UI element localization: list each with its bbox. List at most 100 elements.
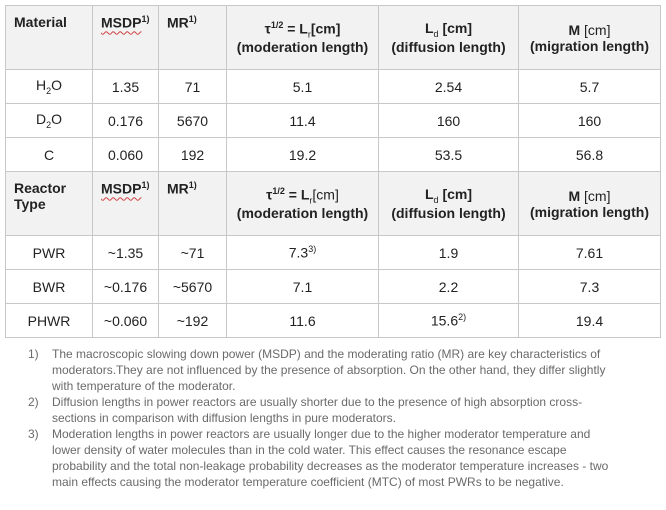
text-segment: 1) [188,180,197,190]
header-line: τ1/2 = Lr[cm] [231,186,374,205]
text-segment: (moderation length) [236,39,369,56]
text-segment: [cm] [438,186,473,203]
footnote-marker: 3) [28,427,39,441]
cell-text: 1.35 [111,78,140,95]
text-segment: 1/2 [272,185,285,196]
text-segment: O [51,111,63,128]
cell-text: C [43,146,55,163]
data-cell: 192 [158,137,227,172]
cell-text: ~0.176 [103,278,148,295]
text-segment: Reactor Type [14,180,67,212]
text-segment: (moderation length) [236,205,369,222]
text-segment: 15.6 [430,312,459,329]
text-segment: M [568,21,581,38]
data-cell: ~0.176 [92,269,159,304]
header-cell: Material [5,5,93,70]
cell-text: 0.060 [107,146,144,163]
header-row: Material MSDP1) MR1) τ1/2 = Lr[cm] (moderati… [5,5,661,70]
cell-text: 1.9 [438,244,459,261]
cell-text: 5.1 [292,78,313,95]
data-row: PWR ~1.35 ~71 7.33) 1.9 7.61 [5,235,661,270]
data-cell: PWR [5,235,93,270]
header-row: Reactor Type MSDP1) MR1) τ1/2 = Lr[cm] (mode… [5,171,661,236]
header-cell: τ1/2 = Lr[cm] (moderation length) [226,5,379,70]
data-cell: 160 [518,103,661,138]
cell-text: ~5670 [172,278,213,295]
text-segment: (diffusion length) [391,38,506,55]
cell-text: 160 [436,112,461,129]
cell-text: 11.6 [289,312,316,329]
header-line: MSDP1) [101,14,154,31]
data-cell: 71 [158,69,227,104]
cell-text: 7.1 [292,278,313,295]
cell-text: 0.176 [107,112,144,129]
data-cell: 5.7 [518,69,661,104]
text-segment: [cm] [312,186,339,203]
text-segment: [cm] [580,21,611,38]
footnote: 2) Diffusion lengths in power reactors ar… [28,394,618,426]
header-cell: MSDP1) [92,5,159,70]
data-row: D2O 0.176 5670 11.4 160 160 [5,103,661,138]
footnote-text: Moderation lengths in power reactors are… [52,427,609,489]
text-segment: 3) [308,244,317,255]
data-cell: 160 [378,103,519,138]
data-cell: 19.2 [226,137,379,172]
text-segment: r [307,29,311,40]
header-line: M [cm] [523,22,656,38]
header-cell: M [cm] (migration length) [518,5,661,70]
header-line: Reactor Type [14,180,88,212]
data-cell: H2O [5,69,93,104]
header-line: (migration length) [523,38,656,54]
text-segment: d [433,28,439,39]
header-cell: MR1) [158,5,227,70]
data-cell: C [5,137,93,172]
header-cell: Ld [cm] (diffusion length) [378,171,519,236]
data-cell: ~192 [158,303,227,338]
cell-text: ~192 [176,312,209,329]
text-segment: 1) [188,14,197,24]
data-cell: ~5670 [158,269,227,304]
text-segment: [cm] [580,187,611,204]
data-cell: ~1.35 [92,235,159,270]
data-cell: D2O [5,103,93,138]
data-cell: 56.8 [518,137,661,172]
text-segment: O [51,77,63,94]
text-segment: 2 [46,85,52,96]
text-segment: d [433,194,439,205]
text-segment: MSDP [101,180,142,197]
data-cell: 11.6 [226,303,379,338]
text-segment: MSDP [101,14,142,31]
cell-text: 7.61 [575,244,604,261]
header-line: Ld [cm] [383,20,514,39]
text-segment: MR [167,180,189,197]
header-line: (migration length) [523,204,656,220]
header-line: MSDP1) [101,180,154,197]
data-cell: 7.33) [226,235,379,270]
footnote-text: The macroscopic slowing down power (MSDP… [52,347,606,393]
text-segment: 1) [141,180,150,190]
data-cell: PHWR [5,303,93,338]
cell-text: BWR [32,278,66,295]
cell-text: ~1.35 [107,244,144,261]
cell-text: 2.2 [438,278,459,295]
text-segment: 2 [46,119,52,130]
data-cell: ~71 [158,235,227,270]
cell-text: PWR [32,244,66,261]
cell-text: 11.4 [289,112,316,129]
data-cell: 5.1 [226,69,379,104]
cell-text: 7.3 [579,278,600,295]
footnote: 3) Moderation lengths in power reactors a… [28,426,618,490]
data-cell: ~0.060 [92,303,159,338]
header-line: MR1) [167,180,222,197]
cell-text: 56.8 [575,146,604,163]
text-segment: r [309,195,313,206]
footnote-marker: 2) [28,395,39,409]
text-segment: M [568,187,581,204]
data-cell: 0.176 [92,103,159,138]
data-table: Material MSDP1) MR1) τ1/2 = Lr[cm] (moderati… [5,5,661,338]
data-cell: 7.3 [518,269,661,304]
data-cell: 1.35 [92,69,159,104]
text-segment: τ [266,186,273,203]
data-cell: 0.060 [92,137,159,172]
